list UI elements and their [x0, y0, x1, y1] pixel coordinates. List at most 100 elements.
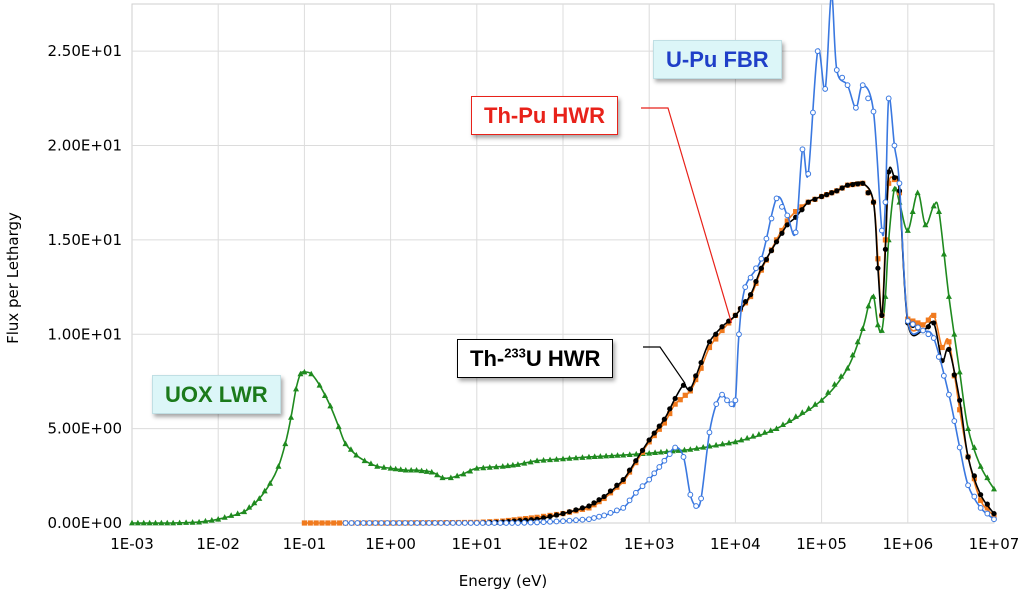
- data-point: [965, 425, 972, 432]
- data-point: [920, 322, 926, 328]
- data-point: [767, 427, 774, 433]
- data-point: [646, 449, 653, 456]
- data-point: [779, 227, 785, 234]
- data-point: [426, 520, 432, 526]
- data-point: [687, 446, 694, 452]
- data-point: [829, 190, 835, 196]
- data-point: [331, 520, 337, 526]
- data-point: [878, 227, 885, 234]
- data-point: [784, 212, 791, 219]
- series-group: [129, 0, 997, 526]
- data-point: [946, 391, 952, 398]
- data-point: [687, 491, 694, 498]
- data-point: [713, 336, 719, 342]
- data-point: [755, 431, 762, 437]
- data-point: [493, 463, 500, 470]
- data-point: [607, 488, 614, 494]
- data-point: [140, 519, 147, 526]
- data-point: [931, 320, 937, 326]
- data-point: [316, 382, 323, 388]
- data-point: [891, 142, 898, 149]
- data-point: [297, 370, 304, 377]
- data-point: [657, 448, 664, 455]
- data-point: [925, 324, 931, 330]
- data-point: [246, 504, 253, 510]
- data-point: [831, 381, 838, 387]
- data-point: [460, 470, 467, 477]
- data-point: [818, 397, 825, 403]
- data-point: [719, 440, 726, 447]
- label-th-pu-hwr: Th-Pu HWR: [471, 96, 618, 135]
- data-point: [573, 517, 579, 524]
- data-point: [971, 444, 978, 450]
- data-point: [859, 325, 866, 332]
- data-point: [680, 454, 687, 460]
- data-point: [480, 464, 487, 471]
- data-point: [945, 293, 952, 299]
- data-point: [875, 265, 881, 271]
- data-point: [392, 465, 399, 472]
- x-tick-label: 1E+05: [796, 535, 847, 553]
- x-tick-labels: 1E-03 1E-02 1E-01 1E+00 1E+01 1E+02 1E+03 1E+04…: [110, 535, 1019, 553]
- data-point: [384, 520, 391, 526]
- data-point: [176, 519, 183, 526]
- data-point: [859, 82, 866, 89]
- data-point: [984, 505, 990, 511]
- data-point: [882, 199, 889, 206]
- data-point: [736, 331, 742, 338]
- data-point: [915, 324, 921, 331]
- data-point: [221, 514, 228, 520]
- data-point: [779, 421, 786, 427]
- data-point: [991, 510, 997, 517]
- data-point: [591, 500, 597, 506]
- data-point: [761, 429, 768, 435]
- data-point: [977, 463, 984, 469]
- leader-lines: [641, 107, 733, 384]
- data-point: [485, 520, 492, 526]
- data-point: [732, 312, 739, 318]
- data-point: [390, 520, 397, 526]
- data-point: [313, 520, 319, 526]
- data-point: [719, 327, 725, 334]
- data-point: [951, 418, 958, 424]
- data-point: [956, 368, 963, 375]
- data-point: [819, 193, 825, 200]
- data-point: [753, 265, 759, 272]
- data-point: [925, 317, 931, 323]
- data-point: [573, 507, 579, 513]
- data-point: [560, 518, 566, 525]
- data-point: [560, 455, 566, 462]
- data-point: [991, 485, 997, 492]
- data-point: [521, 519, 528, 526]
- data-point: [834, 188, 840, 194]
- data-point: [626, 467, 633, 473]
- data-point: [633, 450, 640, 457]
- data-point: [719, 324, 725, 330]
- data-point: [307, 520, 313, 526]
- data-point: [971, 493, 978, 500]
- data-point: [325, 520, 331, 526]
- data-point: [792, 229, 799, 236]
- data-point: [366, 520, 373, 526]
- data-point: [984, 501, 990, 507]
- data-point: [698, 365, 704, 371]
- data-point: [553, 456, 560, 462]
- data-point: [693, 376, 699, 383]
- data-point: [773, 239, 780, 245]
- data-point: [428, 468, 435, 475]
- data-point: [614, 482, 620, 488]
- data-point: [439, 474, 446, 481]
- data-point: [773, 425, 780, 432]
- x-tick-label: 1E-01: [283, 535, 327, 553]
- data-point: [374, 463, 381, 469]
- data-point: [915, 320, 921, 326]
- data-point: [713, 331, 719, 337]
- data-point: [656, 423, 662, 429]
- series-uox-lwr: [129, 185, 997, 526]
- data-point: [646, 437, 652, 443]
- data-point: [454, 472, 461, 479]
- data-point: [632, 489, 639, 496]
- data-point: [614, 452, 621, 458]
- data-point: [189, 519, 196, 525]
- data-point: [865, 95, 872, 102]
